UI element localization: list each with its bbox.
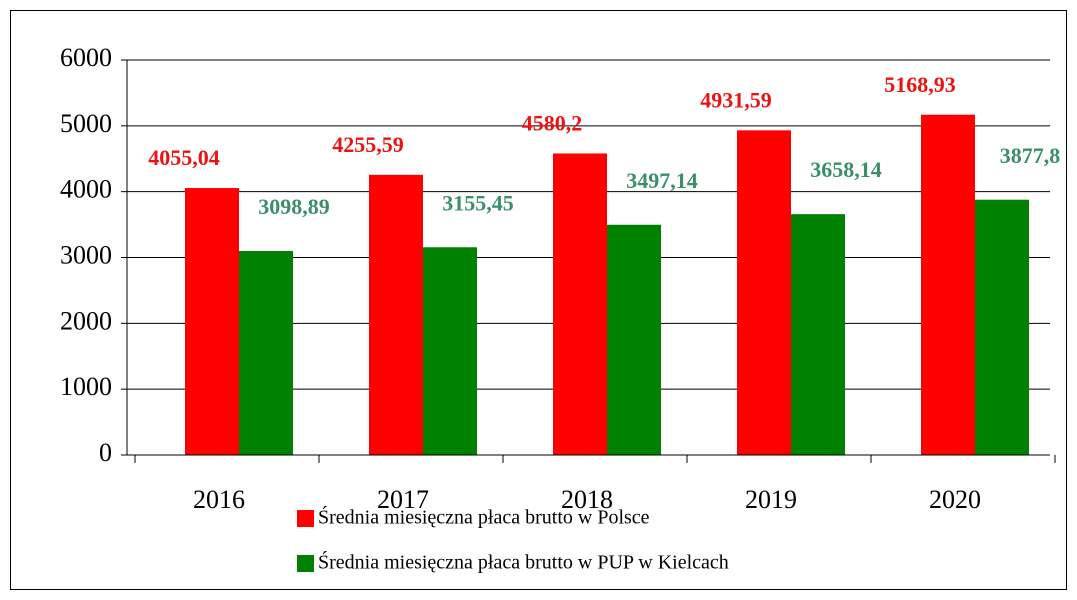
bar xyxy=(423,247,477,455)
value-label: 4055,04 xyxy=(148,145,220,170)
y-tick-label: 2000 xyxy=(60,306,112,335)
chart-border xyxy=(10,10,1067,590)
legend-label: Średnia miesięczna płaca brutto w PUP w … xyxy=(318,550,729,574)
value-label: 4580,2 xyxy=(522,111,583,136)
bar xyxy=(369,174,423,455)
legend-label: Średnia miesięczna płaca brutto w Polsce xyxy=(318,505,650,529)
value-label: 4931,59 xyxy=(700,87,772,112)
value-label: 3497,14 xyxy=(626,168,698,193)
value-label: 5168,93 xyxy=(884,72,956,97)
bar xyxy=(921,114,975,456)
y-tick-label: 1000 xyxy=(60,372,112,401)
value-label: 3658,14 xyxy=(810,157,882,182)
bar xyxy=(791,214,845,455)
x-tick-label: 2016 xyxy=(193,485,245,514)
value-label: 3155,45 xyxy=(442,190,514,215)
x-tick-label: 2018 xyxy=(561,485,613,514)
value-label: 4255,59 xyxy=(332,132,404,157)
y-tick-label: 4000 xyxy=(60,175,112,204)
x-tick-label: 2019 xyxy=(745,485,797,514)
bar xyxy=(239,250,293,455)
bar xyxy=(607,224,661,455)
x-tick-label: 2020 xyxy=(929,485,981,514)
bar xyxy=(553,153,607,456)
y-tick-label: 5000 xyxy=(60,109,112,138)
value-label: 3877,8 xyxy=(1000,143,1061,168)
value-label: 3098,89 xyxy=(258,194,330,219)
bar xyxy=(975,199,1029,455)
y-tick-label: 6000 xyxy=(60,43,112,72)
x-tick-label: 2017 xyxy=(377,485,429,514)
legend-swatch xyxy=(297,510,314,527)
y-tick-label: 3000 xyxy=(60,240,112,269)
legend-swatch xyxy=(297,555,314,572)
bar xyxy=(185,188,239,455)
y-tick-label: 0 xyxy=(99,438,112,467)
bar xyxy=(737,130,791,456)
